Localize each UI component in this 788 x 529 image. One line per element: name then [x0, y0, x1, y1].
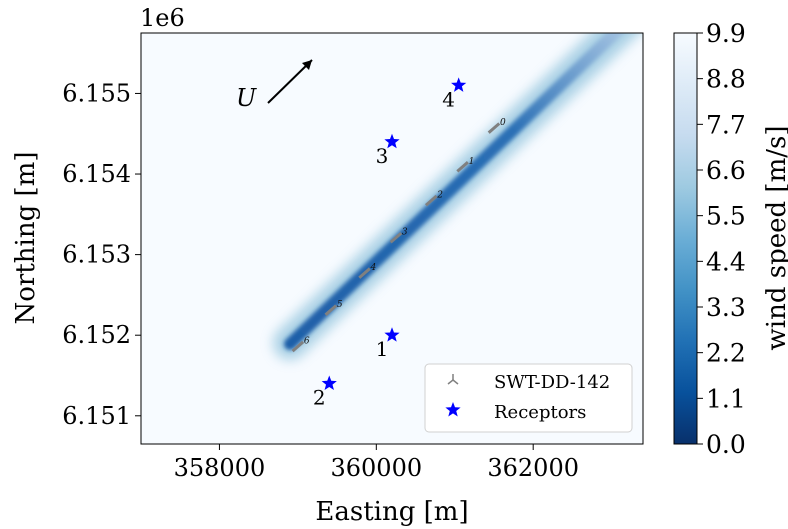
colorbar-tick-label: 6.6: [706, 156, 746, 185]
y-tick-label: 6.154: [62, 160, 131, 188]
receptor-star: [384, 133, 400, 149]
turbine-marker: 0: [487, 118, 506, 134]
wake-field: [273, 33, 640, 360]
turbine-id-label: 0: [500, 118, 506, 128]
colorbar-tick-label: 7.7: [706, 110, 746, 139]
turbine-marker: 5: [324, 300, 343, 316]
colorbar-tick-label: 9.9: [706, 19, 746, 48]
wind-arrow: [267, 59, 313, 104]
colorbar-tick-label: 0.0: [706, 430, 746, 459]
colorbar-tick-label: 5.5: [706, 202, 746, 231]
turbine-marker: 2: [424, 191, 443, 207]
colorbar-tick-label: 1.1: [706, 384, 746, 413]
colorbar: 0.0 1.1 2.2 3.3 4.4 5.5 6.6 7.7 8.8 9.9 wind spee…: [673, 19, 788, 459]
wind-label: U: [236, 84, 257, 112]
turbine-rotor: [424, 194, 438, 207]
colorbar-gradient: [673, 32, 698, 445]
legend-box: [424, 363, 633, 433]
turbine-id-label: 4: [370, 263, 377, 273]
turbine-rotor: [291, 340, 305, 353]
colorbar-tick-label: 3.3: [706, 293, 746, 322]
turbine-rotor: [487, 122, 501, 134]
turbine-rotor: [358, 267, 371, 279]
receptor-markers: 1 2 3 4: [313, 77, 467, 410]
receptor-id-label: 3: [376, 144, 389, 168]
receptor-id-label: 4: [442, 87, 455, 111]
receptor-star: [451, 77, 467, 92]
turbine-id-label: 6: [304, 336, 310, 346]
turbine-markers: 0 1 2 3 4 5 6: [291, 118, 506, 353]
colorbar-tick-label: 8.8: [706, 65, 746, 94]
turbine-id-label: 3: [402, 228, 408, 238]
y-tick-label: 6.152: [62, 321, 131, 349]
turbine-marker: 1: [456, 157, 475, 173]
colorbar-tick-label: 4.4: [706, 247, 746, 276]
turbine-id-label: 5: [337, 300, 343, 310]
legend-label-turbine: SWT-DD-142: [494, 372, 610, 393]
y-axis-ticks: 6.151 6.152 6.153 6.154 6.155: [62, 79, 141, 430]
turbine-marker: 4: [358, 263, 377, 279]
x-tick-label: 360000: [331, 454, 423, 482]
wake-core: [284, 33, 624, 350]
wind-arrow-head: [302, 60, 312, 70]
turbine-rotor: [456, 161, 469, 173]
turbine-id-label: 2: [436, 191, 443, 201]
receptor-star: [321, 375, 337, 391]
colorbar-label: wind speed [m/s]: [762, 126, 788, 351]
legend-star-icon: [445, 402, 461, 417]
turbine-rotor: [389, 231, 403, 244]
x-axis-label: Easting [m]: [315, 497, 468, 527]
receptor-id-label: 2: [313, 386, 326, 410]
y-tick-label: 6.155: [62, 79, 131, 107]
turbine-id-label: 1: [469, 157, 475, 167]
turbine-marker: 3: [389, 228, 408, 244]
plot-frame: [140, 32, 644, 445]
y-offset-label: 1e6: [140, 4, 185, 32]
legend: SWT-DD-142 Receptors: [424, 363, 633, 433]
legend-turbine-icon: [447, 374, 459, 385]
x-axis-ticks: 358000 360000 362000: [174, 444, 579, 482]
y-tick-label: 6.153: [62, 241, 131, 269]
wind-direction: U: [236, 59, 313, 112]
x-tick-label: 362000: [487, 454, 579, 482]
x-tick-label: 358000: [174, 454, 266, 482]
colorbar-ticks: 0.0 1.1 2.2 3.3 4.4 5.5 6.6 7.7 8.8 9.9: [697, 19, 746, 459]
turbine-rotor: [324, 304, 338, 316]
legend-label-receptors: Receptors: [494, 402, 586, 423]
receptor-star: [384, 327, 400, 342]
y-tick-label: 6.151: [62, 402, 131, 430]
y-axis-label: Northing [m]: [11, 152, 41, 325]
receptor-id-label: 1: [376, 337, 389, 361]
colorbar-tick-label: 2.2: [706, 339, 746, 368]
turbine-marker: 6: [291, 336, 310, 353]
